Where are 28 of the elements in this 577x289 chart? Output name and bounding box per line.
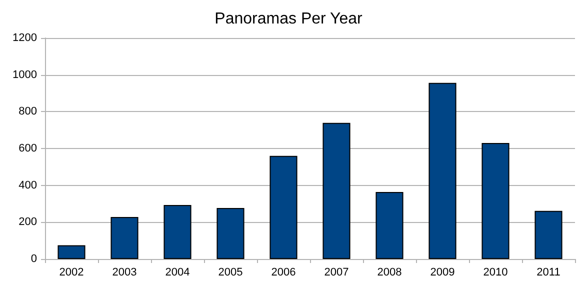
x-tick-label: 2002 — [59, 266, 84, 278]
x-tick-label: 2005 — [218, 266, 243, 278]
bar — [322, 122, 350, 259]
y-tick-label: 0 — [30, 253, 37, 265]
y-tick-label: 1200 — [12, 32, 37, 44]
bar — [216, 208, 244, 259]
bar — [58, 245, 86, 259]
y-tick-label: 200 — [18, 216, 37, 228]
x-tick-label: 2004 — [165, 266, 190, 278]
bar — [428, 82, 456, 259]
y-tick-label: 1000 — [12, 68, 37, 81]
chart-title: Panoramas Per Year — [214, 10, 363, 28]
y-tick-label: 600 — [18, 142, 37, 154]
x-tick-label: 2009 — [430, 266, 455, 278]
y-tick-label: 800 — [18, 106, 37, 118]
x-tick-label: 2011 — [536, 266, 560, 278]
bar — [110, 217, 138, 259]
x-tick-label: 2006 — [271, 266, 296, 278]
x-tick-label: 2003 — [112, 266, 137, 278]
x-tick-label: 2008 — [377, 266, 402, 278]
bar — [164, 205, 192, 259]
bar — [534, 210, 562, 259]
bar — [482, 142, 510, 259]
bar — [270, 156, 298, 259]
x-tick-label: 2007 — [324, 266, 349, 278]
y-tick-label: 400 — [18, 179, 37, 192]
bar — [376, 192, 404, 259]
x-tick-label: 2010 — [483, 266, 508, 278]
